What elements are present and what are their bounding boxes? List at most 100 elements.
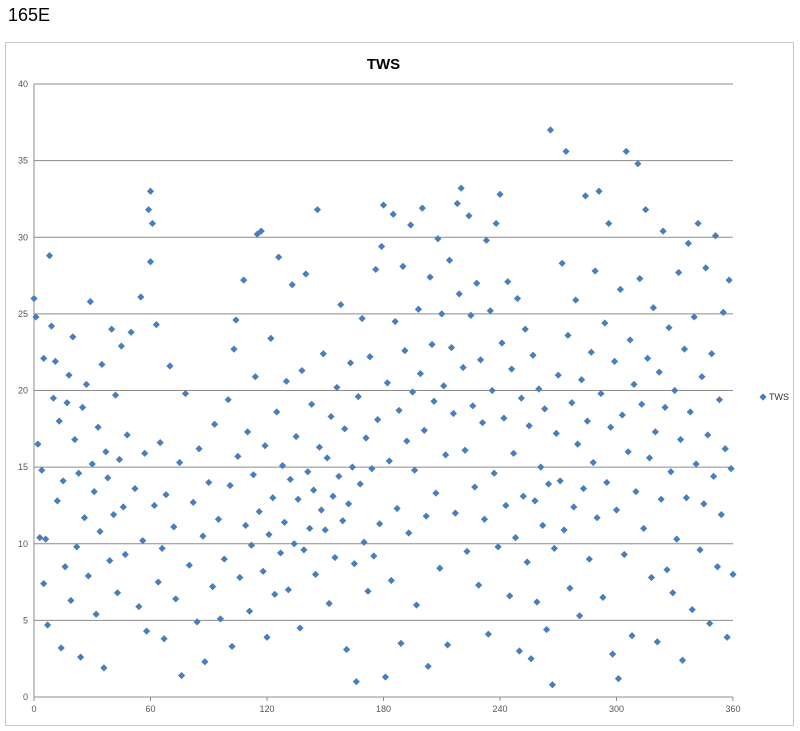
data-point — [438, 310, 446, 318]
data-point — [53, 497, 61, 505]
data-point — [572, 296, 580, 304]
data-point — [597, 389, 605, 398]
data-point — [143, 627, 151, 635]
data-point — [583, 417, 591, 425]
scatter-chart: 0 5 10 15 20 25 30 35 40 0 60 120 180 240 300 360 TWS T… — [18, 56, 789, 714]
data-point — [240, 276, 248, 284]
data-point — [383, 379, 391, 387]
data-point — [655, 368, 663, 376]
data-point — [574, 440, 582, 448]
data-point — [162, 491, 170, 499]
data-point — [509, 449, 518, 457]
data-point — [492, 219, 500, 228]
data-point — [442, 451, 450, 459]
data-point — [440, 382, 448, 390]
data-point — [348, 463, 357, 471]
data-point — [715, 396, 724, 404]
data-point — [209, 583, 217, 591]
data-point — [546, 126, 555, 134]
y-tick-label: 20 — [18, 386, 28, 396]
data-point — [210, 420, 219, 428]
data-point — [273, 408, 281, 416]
data-point — [47, 322, 56, 330]
data-point — [123, 431, 131, 439]
data-point — [696, 546, 704, 554]
data-point — [682, 494, 690, 502]
x-tick-label: 180 — [376, 704, 391, 714]
data-point — [407, 221, 415, 229]
data-point — [412, 601, 421, 609]
data-point — [77, 653, 85, 661]
data-point — [488, 386, 496, 395]
data-point — [490, 469, 498, 477]
data-point — [564, 331, 572, 339]
y-tick-label: 25 — [18, 309, 28, 319]
y-tick-label: 30 — [18, 232, 28, 242]
data-point — [127, 328, 135, 336]
data-point — [548, 681, 557, 689]
data-point — [146, 187, 155, 195]
data-point — [414, 305, 423, 313]
data-point — [455, 290, 463, 298]
data-point — [284, 586, 292, 594]
data-point — [463, 547, 471, 556]
data-point — [638, 400, 646, 408]
data-point — [671, 386, 679, 395]
data-point — [486, 307, 494, 315]
data-point — [700, 500, 708, 508]
data-point — [605, 219, 613, 228]
legend-label: TWS — [769, 392, 789, 402]
data-point — [92, 610, 100, 618]
data-point — [665, 324, 673, 332]
data-point — [694, 219, 702, 228]
data-point — [680, 345, 689, 353]
data-point — [609, 650, 617, 658]
data-point — [405, 529, 413, 537]
data-point — [333, 383, 341, 392]
data-point — [607, 423, 615, 431]
data-point — [713, 563, 722, 571]
y-tick-label: 0 — [23, 692, 28, 702]
data-point — [249, 471, 258, 479]
data-point — [144, 206, 153, 214]
data-point — [436, 564, 444, 572]
data-point — [40, 354, 48, 362]
data-point — [632, 488, 640, 496]
data-point — [673, 535, 681, 543]
data-point — [251, 373, 259, 381]
data-point — [360, 538, 368, 546]
data-point — [579, 484, 588, 493]
data-point — [49, 394, 58, 402]
data-point — [166, 362, 174, 370]
data-point — [525, 422, 533, 430]
data-point — [533, 598, 541, 606]
data-point — [556, 477, 564, 485]
data-point — [38, 466, 46, 474]
data-point — [475, 581, 483, 589]
data-point — [616, 285, 624, 293]
data-point — [725, 276, 733, 284]
data-point — [453, 199, 461, 208]
data-point — [51, 357, 59, 365]
data-point — [570, 503, 578, 511]
data-point — [459, 363, 467, 372]
data-point — [108, 325, 116, 333]
data-point — [220, 555, 228, 563]
data-point — [88, 460, 96, 468]
data-point — [331, 553, 339, 562]
data-point — [717, 511, 725, 519]
data-point — [243, 428, 252, 436]
data-point — [393, 504, 401, 513]
data-point — [106, 557, 114, 565]
data-point — [410, 466, 419, 474]
data-point — [32, 313, 40, 321]
data-point — [651, 428, 659, 436]
data-point — [119, 503, 127, 511]
data-point — [550, 544, 558, 552]
data-point — [587, 348, 595, 356]
data-point — [498, 339, 506, 347]
data-point — [278, 461, 287, 470]
data-point — [344, 500, 353, 508]
data-point — [34, 440, 42, 448]
data-point — [261, 442, 269, 450]
